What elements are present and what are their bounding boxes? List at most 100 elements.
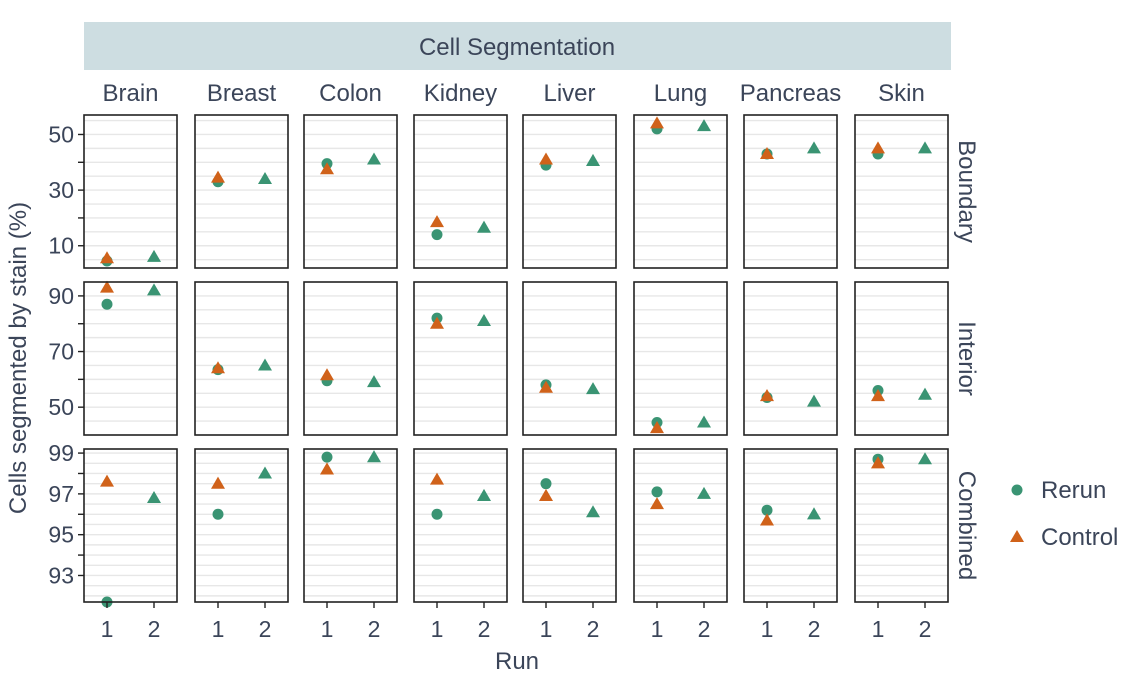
column-label: Colon: [319, 80, 382, 107]
column-label: Pancreas: [740, 80, 841, 107]
rerun-point: [367, 152, 381, 165]
rerun-point: [586, 382, 600, 395]
x-tick-label: 2: [259, 616, 272, 642]
control-point: [650, 116, 664, 129]
rerun-point: [477, 488, 491, 501]
y-tick-label: 10: [48, 233, 74, 259]
control-point: [320, 368, 334, 381]
row-label: Interior: [953, 321, 980, 396]
rerun-point: [101, 298, 113, 310]
control-point: [320, 162, 334, 175]
rerun-point: [697, 119, 711, 132]
rerun-point: [258, 466, 272, 479]
rerun-point: [147, 490, 161, 503]
x-tick-label: 2: [148, 616, 161, 642]
rerun-point: [918, 141, 932, 154]
y-tick-label: 95: [48, 522, 74, 548]
panel-combined-kidney: [413, 448, 508, 603]
panel-combined-liver: [522, 448, 617, 603]
rerun-point: [807, 394, 821, 407]
panel-border: [743, 448, 838, 603]
control-point: [211, 476, 225, 489]
panel-combined-pancreas: [743, 448, 838, 603]
legend: Rerun Control: [1010, 477, 1118, 551]
rerun-point: [321, 451, 333, 463]
row-label: Boundary: [953, 140, 980, 243]
x-tick-label: 1: [540, 616, 553, 642]
control-point: [871, 389, 885, 402]
x-tick-label: 1: [761, 616, 774, 642]
x-tick-label: 1: [872, 616, 885, 642]
x-tick-label: 1: [431, 616, 444, 642]
panel-interior-liver: [522, 281, 617, 436]
panel-border: [303, 281, 398, 436]
x-tick-label: 1: [101, 616, 114, 642]
panel-interior-brain: [83, 280, 178, 436]
rerun-point: [807, 141, 821, 154]
x-tick-label: 1: [212, 616, 225, 642]
rerun-point: [761, 504, 773, 516]
x-axis-title: Run: [495, 648, 539, 675]
panel-border: [633, 114, 728, 269]
title-strip: [84, 22, 951, 70]
y-axis-title: Cells segmented by stain (%): [5, 202, 32, 514]
x-tick-label: 1: [321, 616, 334, 642]
rerun-point: [258, 171, 272, 185]
panel-border: [194, 281, 289, 436]
y-tick-label: 99: [48, 440, 74, 466]
panel-border: [854, 281, 949, 436]
panel-boundary-lung: [633, 114, 728, 269]
column-label: Kidney: [424, 80, 497, 107]
rerun-point: [807, 507, 821, 520]
rerun-point: [367, 450, 381, 463]
rerun-point: [367, 375, 381, 388]
y-tick-label: 93: [48, 562, 74, 588]
rerun-point: [477, 220, 491, 233]
rerun-point: [258, 358, 272, 371]
x-tick-label: 2: [368, 616, 381, 642]
rerun-point: [697, 415, 711, 428]
control-point: [539, 152, 553, 165]
panel-interior-breast: [194, 281, 289, 436]
column-label: Brain: [102, 80, 158, 107]
rerun-point: [431, 229, 443, 241]
panel-border: [522, 114, 617, 269]
panel-boundary-breast: [194, 114, 289, 269]
control-point: [211, 361, 225, 374]
panel-interior-lung: [633, 281, 728, 436]
facet-panels: Brain Breast Colon Kidney Liver Lung Pancreas S…: [48, 80, 980, 642]
panel-interior-colon: [303, 281, 398, 436]
rerun-point: [477, 313, 491, 326]
column-label: Breast: [207, 80, 277, 107]
row-label: Combined: [953, 471, 980, 580]
x-tick-label: 1: [651, 616, 664, 642]
control-point: [100, 280, 114, 293]
panel-interior-kidney: [413, 281, 508, 436]
panel-combined-skin: [854, 448, 949, 603]
control-point: [650, 421, 664, 434]
control-point: [320, 462, 334, 475]
panel-boundary-liver: [522, 114, 617, 269]
y-tick-label: 97: [48, 481, 74, 507]
panel-border: [522, 281, 617, 436]
control-point: [430, 215, 444, 228]
panel-border: [194, 114, 289, 269]
rerun-point: [431, 508, 443, 520]
panel-border: [83, 114, 178, 269]
rerun-point: [918, 452, 932, 465]
control-point: [871, 141, 885, 154]
control-point: [211, 170, 225, 183]
panel-combined-brain: [83, 448, 178, 608]
panel-border: [743, 114, 838, 269]
rerun-point: [586, 505, 600, 518]
control-point: [650, 497, 664, 510]
panel-boundary-skin: [854, 114, 949, 269]
y-tick-label: 30: [48, 177, 74, 203]
panel-border: [854, 448, 949, 603]
rerun-point: [697, 486, 711, 499]
panel-boundary-colon: [303, 114, 398, 269]
panel-border: [743, 281, 838, 436]
control-point: [871, 456, 885, 469]
control-point: [100, 474, 114, 487]
